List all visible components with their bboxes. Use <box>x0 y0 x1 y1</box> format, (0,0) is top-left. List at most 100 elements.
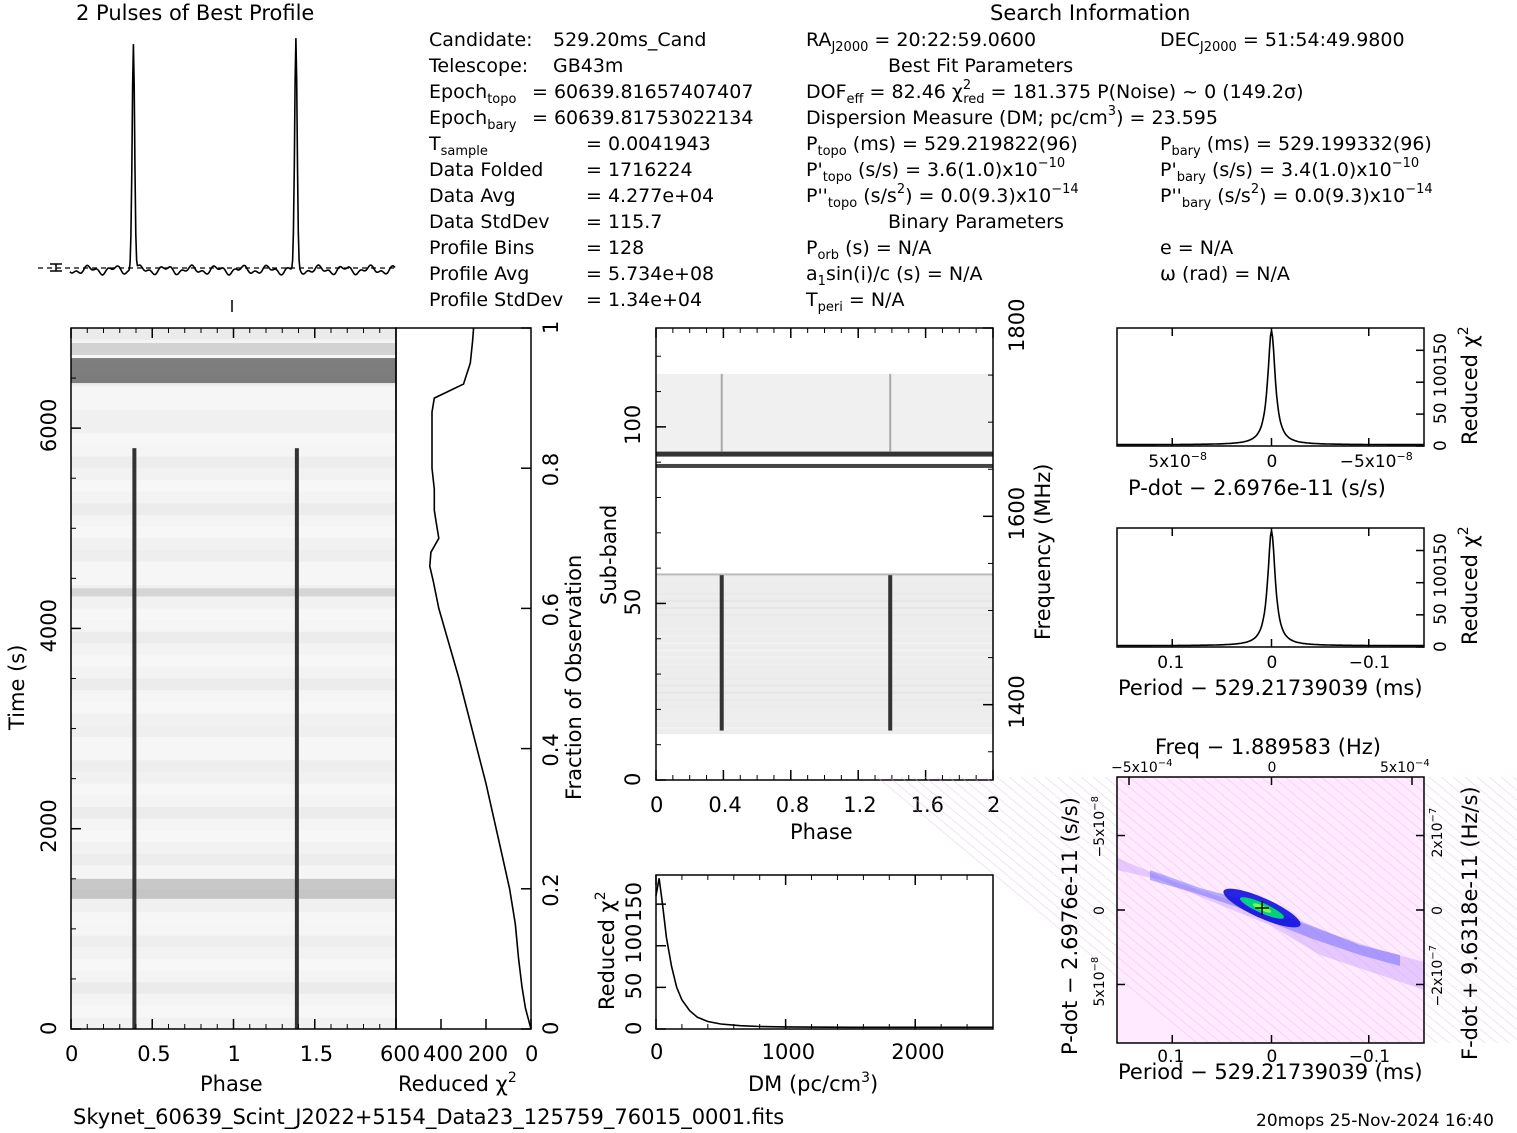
sb-pulse-1 <box>888 575 893 731</box>
ct-xtick-0: 600 <box>380 1042 420 1066</box>
dof-value: = 82.46 <box>870 81 946 103</box>
svg-text:Pbary (ms) = 529.199332(96): Pbary (ms) = 529.199332(96) <box>1160 133 1432 159</box>
ppdot-y2label: F-dot + 9.6318e-11 (Hz/s) <box>1458 786 1482 1060</box>
tp-xtick-2: 1 <box>228 1042 241 1066</box>
sb-row <box>656 606 993 609</box>
tp-row <box>71 818 396 831</box>
tp-row <box>71 993 396 1007</box>
pd-ticks-y-2: 100 <box>1431 365 1451 397</box>
tp-row <box>71 631 396 644</box>
period-ylabel: Reduced χ <box>1458 535 1482 645</box>
info-left-value-4: = 0.0041943 <box>586 133 711 155</box>
info-left-value-5: = 1716224 <box>586 159 693 181</box>
sb-row <box>656 656 993 659</box>
pnoise-value: P(Noise) ~ 0 (149.2σ) <box>1097 81 1303 103</box>
pe-ticks-y-2: 100 <box>1431 565 1451 597</box>
sb-row <box>656 592 993 595</box>
tp-row <box>71 736 396 750</box>
pp-xtick-2: −0.1 <box>1349 1047 1390 1067</box>
tp-row <box>71 514 396 528</box>
svg-text:Reduced χ2: Reduced χ2 <box>593 891 619 1010</box>
tp-rfi-band <box>71 343 396 356</box>
chi2-time-panel: 600 400 200 00 0.2 0.4 0.6 0.8 1 Reduced χ2 Frac… <box>380 321 586 1096</box>
tp-row <box>71 900 396 913</box>
pe-ticks-y-0: 0 <box>1431 641 1451 652</box>
sb-pulse-0 <box>719 575 724 731</box>
dm-xtick-2: 2000 <box>891 1040 944 1064</box>
info-left-value-6: = 4.277e+04 <box>586 185 714 207</box>
sb-ytick-0: 0 <box>621 773 645 786</box>
info-left-value-8: = 128 <box>586 237 644 259</box>
chi2-time-frame <box>395 327 532 1030</box>
sb-ytick-2: 100 <box>621 405 645 445</box>
time-phase-panel: 0 0.5 1 1.5 0 2000 4000 6000 Phase Time (s) <box>5 327 397 1096</box>
sb-row <box>656 585 993 588</box>
ppdot-ylabel: P-dot − 2.6976e-11 (s/s) <box>1058 797 1082 1055</box>
dm-ytick-1: 50 <box>622 973 646 1000</box>
sb-row <box>656 691 993 694</box>
tperi-value: = N/A <box>849 289 905 311</box>
tp-ytick-2: 4000 <box>37 599 61 652</box>
info-left-value-0: 529.20ms_Cand <box>553 29 706 51</box>
pe-ticks-x-0: 0.1 <box>1157 653 1184 673</box>
ra-value: = 20:22:59.0600 <box>874 29 1036 51</box>
tp-row <box>71 923 396 937</box>
ct-ytick-0: 0 <box>539 1022 563 1035</box>
subband-xlabel: Phase <box>790 820 853 844</box>
sb-row <box>656 649 993 652</box>
dm-trace <box>655 878 993 1029</box>
tp-row <box>71 725 396 738</box>
tp-row <box>71 444 396 458</box>
pbary-value: (ms) = 529.199332(96) <box>1207 133 1432 155</box>
dm-xtick-0: 0 <box>650 1040 663 1064</box>
pe-ticks-y-1: 50 <box>1431 603 1451 625</box>
info-left-label-9: Profile Avg <box>429 263 529 285</box>
pd-ticks-x-0: 5x10−8 <box>1148 450 1207 472</box>
sb-xtick-3: 1.2 <box>843 793 876 817</box>
time-phase-xlabel: Phase <box>200 1072 263 1096</box>
dm-frame <box>655 874 994 1030</box>
tp-row <box>71 807 396 820</box>
profile-plot <box>38 38 396 312</box>
svg-text:Reduced χ2: Reduced χ2 <box>1456 326 1482 445</box>
tp-rfi-band <box>71 358 396 384</box>
pddbary-value: ) = 0.0(9.3)x10 <box>1259 185 1405 207</box>
pdtopo-value: (s/s) = 3.6(1.0)x10 <box>858 159 1038 181</box>
pdot-ylabel: Reduced χ <box>1458 335 1482 445</box>
svg-text:P''bary (s/s2) = 0.0(9.3)x10−1: P''bary (s/s2) = 0.0(9.3)x10−14 <box>1160 182 1433 211</box>
tp-ytick-3: 6000 <box>37 399 61 452</box>
dm-ylabel: Reduced χ <box>595 900 619 1010</box>
sb-row <box>656 727 993 730</box>
sb-rfi <box>656 573 993 576</box>
svg-text:DECJ2000 = 51:54:49.9800: DECJ2000 = 51:54:49.9800 <box>1160 29 1405 55</box>
omega-value: ω (rad) = N/A <box>1160 263 1290 285</box>
ct-ytick-2: 0.4 <box>539 733 563 766</box>
pp-xtick-1: 0 <box>1267 1047 1278 1067</box>
sb-row <box>656 614 993 617</box>
tp-ytick-1: 2000 <box>37 799 61 852</box>
fraction-ylabel: Fraction of Observation <box>562 555 586 800</box>
dec-value: = 51:54:49.9800 <box>1243 29 1405 51</box>
info-right-block: DECJ2000 = 51:54:49.9800 Pbary (ms) = 52… <box>1160 29 1433 285</box>
footer-stamp: 20mops 25-Nov-2024 16:40 <box>1256 1111 1494 1131</box>
info-left-label-6: Data Avg <box>429 185 516 207</box>
tp-row <box>71 701 396 715</box>
pp-y2tick-1: 0 <box>1430 906 1446 915</box>
chi2-time-trace <box>428 327 532 1030</box>
tp-row <box>71 912 396 925</box>
profile-title: 2 Pulses of Best Profile <box>76 1 314 25</box>
sb-row <box>656 635 993 638</box>
info-left-label-0: Candidate: <box>429 29 533 51</box>
pp-ytick-2: 5x10−8 <box>1090 957 1108 1007</box>
best-fit-header: Best Fit Parameters <box>888 55 1073 77</box>
sb-row <box>656 628 993 631</box>
tp-row <box>71 678 396 691</box>
sb-y2tick-0: 1400 <box>1005 675 1029 728</box>
tp-xtick-3: 1.5 <box>300 1042 333 1066</box>
pd-ticks-y-0: 0 <box>1431 440 1451 451</box>
dm-xtick-1: 1000 <box>762 1040 815 1064</box>
pdot-xlabel: P-dot − 2.6976e-11 (s/s) <box>1128 476 1386 500</box>
e-value: e = N/A <box>1160 237 1233 259</box>
